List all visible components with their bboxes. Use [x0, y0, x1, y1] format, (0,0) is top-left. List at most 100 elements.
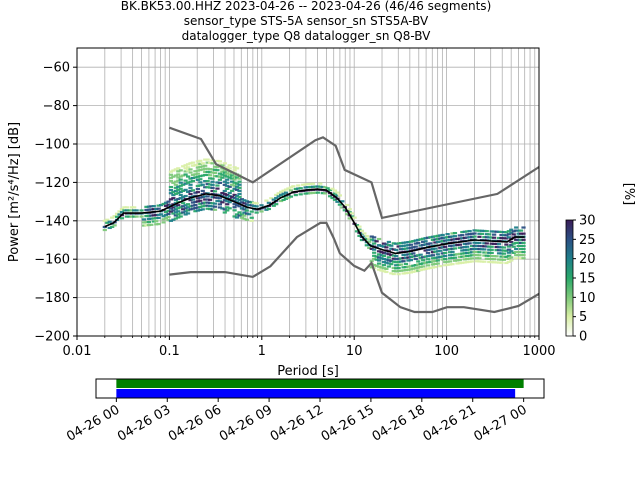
heatmap-cell [195, 163, 200, 166]
heatmap-cell [254, 205, 259, 208]
heatmap-cell [418, 265, 423, 269]
heatmap-cell [188, 199, 193, 202]
heatmap-cell [443, 245, 448, 248]
heatmap-cell [323, 186, 328, 189]
heatmap-cell [102, 228, 107, 232]
heatmap-cell [511, 230, 516, 233]
heatmap-cell [440, 258, 445, 261]
heatmap-cell [435, 250, 440, 253]
heatmap-cell [425, 264, 431, 267]
heatmap-cell [276, 195, 281, 198]
heatmap-cell [518, 257, 524, 260]
heatmap-cell [183, 204, 188, 207]
heatmap-cell [185, 181, 191, 184]
heatmap-cell [225, 187, 230, 191]
heatmap-cell [379, 254, 384, 257]
heatmap-cell [372, 251, 377, 254]
y-axis-ticks: −60 −80 −100 −120 −140 −160 −180 −200 [34, 61, 77, 345]
heatmap-cell [288, 189, 294, 192]
heatmap-cell [509, 259, 514, 262]
heatmap-cell [406, 244, 411, 247]
heatmap-cell [242, 211, 247, 214]
heatmap-cell [425, 255, 431, 258]
heatmap-cell [465, 254, 470, 258]
heatmap-cell [457, 262, 462, 265]
heatmap-cell [310, 191, 316, 195]
heatmap-cell [506, 230, 511, 233]
heatmap-cell [489, 257, 494, 261]
heatmap-cell [173, 217, 178, 220]
heatmap-cell [447, 244, 453, 248]
timeline-tick-label: 04-26 18 [370, 402, 428, 444]
heatmap-cell [389, 272, 394, 275]
heatmap-cell [421, 265, 426, 268]
heatmap-cell [283, 188, 289, 191]
heatmap-cell [215, 175, 220, 178]
heatmap-cell [203, 167, 208, 170]
heatmap-cell [114, 212, 120, 215]
heatmap-cell [259, 204, 264, 207]
heatmap-cell [477, 260, 482, 263]
heatmap-cell [203, 195, 208, 198]
heatmap-cell [518, 250, 524, 254]
heatmap-cell [460, 234, 465, 237]
heatmap-cell [296, 187, 301, 190]
heatmap-cell [176, 170, 181, 173]
heatmap-cell [509, 228, 514, 231]
heatmap-cell [208, 207, 213, 211]
heatmap-cell [403, 247, 409, 250]
heatmap-cell [190, 179, 196, 183]
heatmap-cell [293, 193, 298, 197]
heatmap-cell [195, 160, 200, 163]
heatmap-cell [198, 165, 203, 169]
heatmap-cell [472, 244, 477, 247]
heatmap-cell [413, 245, 418, 248]
heatmap-cell [401, 269, 406, 272]
heatmap-cell [237, 180, 242, 183]
heatmap-cell [122, 209, 127, 212]
chart-subtitle-1: sensor_type STS-5A sensor_sn STS5A-BV [184, 14, 429, 28]
heatmap-cell [252, 201, 257, 204]
heatmap-cell [141, 221, 147, 224]
heatmap-cell [430, 257, 436, 260]
heatmap-cell [193, 191, 198, 194]
heatmap-cell [122, 206, 127, 209]
heatmap-cell [188, 192, 193, 196]
heatmap-cell [435, 256, 440, 259]
heatmap-cell [151, 208, 156, 211]
heatmap-cell [163, 217, 169, 220]
heatmap-cell [384, 267, 389, 270]
heatmap-cell [418, 256, 423, 259]
heatmap-cell [305, 186, 311, 189]
heatmap-cell [376, 237, 382, 241]
heatmap-cell [479, 232, 484, 236]
heatmap-cell [482, 248, 487, 251]
heatmap-cell [220, 201, 225, 204]
heatmap-cell [394, 258, 399, 261]
heatmap-cell [244, 203, 249, 206]
heatmap-cell [428, 242, 433, 245]
heatmap-cell [225, 166, 230, 169]
colorbar: 0 5 10 15 20 25 30 [565, 214, 596, 345]
heatmap-cell [308, 182, 313, 186]
heatmap-cell [504, 237, 509, 240]
heatmap-cell [425, 261, 431, 264]
heatmap-cell [496, 249, 502, 252]
heatmap-cell [110, 225, 115, 228]
heatmap-cell [234, 197, 240, 201]
heatmap-cell [144, 224, 149, 227]
heatmap-cell [205, 158, 210, 161]
heatmap-cell [384, 243, 389, 246]
heatmap-cell [460, 237, 465, 240]
heatmap-cell [386, 253, 391, 256]
heatmap-cell [492, 242, 497, 245]
heatmap-cell [506, 251, 511, 254]
heatmap-cell [210, 162, 215, 165]
heatmap-cell [506, 254, 511, 257]
heatmap-cell [151, 217, 156, 220]
heatmap-cell [489, 251, 494, 255]
heatmap-cell [283, 197, 289, 200]
heatmap-cell [496, 230, 502, 233]
psd-heatmap [102, 158, 526, 276]
heatmap-cell [447, 251, 453, 254]
